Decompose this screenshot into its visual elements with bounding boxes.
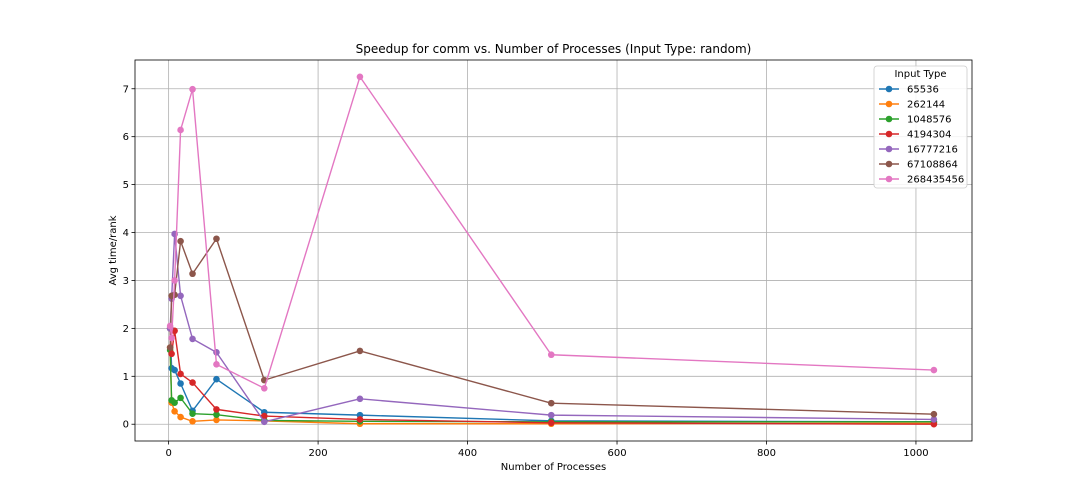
data-point: [213, 375, 220, 383]
legend-label: 1048576: [907, 115, 952, 126]
data-point: [166, 344, 174, 351]
legend-swatch-marker: [885, 160, 893, 168]
data-point: [930, 410, 938, 418]
y-tick-label: 3: [123, 276, 129, 287]
data-point: [547, 351, 555, 359]
legend-item: 268435456: [879, 175, 964, 186]
data-point: [171, 291, 178, 299]
data-point: [177, 413, 184, 421]
data-point: [189, 410, 196, 417]
x-tick-label: 200: [309, 448, 328, 459]
data-point: [168, 350, 175, 358]
data-point: [171, 366, 178, 374]
data-point: [189, 85, 196, 93]
legend-entries: 65536 262144 1048576 4194304 16777216 6710886…: [879, 85, 964, 186]
data-point: [177, 380, 184, 387]
data-point: [189, 418, 196, 425]
data-point: [189, 379, 196, 386]
y-ticks: 0 1 2 3 4 5 6 7: [123, 84, 135, 431]
x-tick-label: 400: [458, 448, 477, 459]
series-line: [169, 328, 934, 425]
y-tick-label: 7: [123, 84, 129, 95]
legend-swatch-marker: [885, 100, 893, 108]
legend-label: 16777216: [907, 145, 958, 156]
data-point: [177, 292, 184, 300]
data-point: [177, 370, 184, 378]
y-tick-label: 1: [123, 372, 129, 383]
series-line: [169, 76, 934, 389]
legend-item: 4194304: [879, 130, 952, 141]
legend-title: Input Type: [894, 69, 946, 80]
legend-label: 262144: [907, 100, 945, 111]
data-point: [171, 399, 178, 406]
series-line: [169, 233, 934, 423]
data-point: [171, 277, 178, 284]
data-point: [213, 235, 220, 243]
data-point: [547, 411, 555, 419]
data-point: [930, 366, 938, 374]
data-point: [930, 420, 938, 428]
data-point: [213, 349, 220, 356]
data-point: [213, 361, 220, 368]
y-tick-label: 4: [123, 228, 129, 239]
legend-swatch-marker: [885, 130, 893, 138]
data-point: [547, 419, 555, 427]
series-layer: [166, 73, 938, 428]
legend-swatch-marker: [885, 145, 893, 153]
legend-box: [873, 65, 968, 189]
data-point: [177, 237, 184, 245]
x-ticks: 0 200 400 600 800 1000: [165, 441, 929, 459]
data-point: [356, 395, 364, 403]
y-tick-label: 5: [123, 180, 129, 191]
data-point: [168, 334, 175, 342]
x-tick-label: 0: [165, 448, 171, 459]
legend-label: 67108864: [907, 160, 958, 171]
x-tick-label: 800: [757, 448, 776, 459]
data-point: [177, 394, 184, 402]
data-point: [930, 416, 938, 423]
data-point: [260, 418, 268, 426]
y-tick-label: 0: [123, 420, 129, 431]
x-tick-label: 1000: [903, 448, 928, 459]
legend-label: 4194304: [907, 130, 952, 141]
data-point: [356, 347, 364, 355]
data-point: [260, 412, 268, 420]
data-point: [166, 322, 174, 330]
data-point: [213, 406, 220, 413]
series-268435456: [166, 73, 938, 392]
y-tick-label: 6: [123, 132, 129, 143]
legend-item: 262144: [879, 100, 945, 111]
chart-title: Speedup for comm vs. Number of Processes…: [356, 42, 752, 56]
legend: Input Type 65536 262144 1048576 4194304 1677…: [873, 65, 968, 189]
legend-swatch-marker: [885, 175, 893, 183]
legend-swatch-marker: [885, 85, 893, 93]
y-axis-label: Avg time/rank: [108, 215, 119, 285]
data-point: [189, 335, 196, 343]
data-point: [260, 384, 268, 392]
data-point: [189, 270, 196, 278]
data-point: [547, 399, 555, 407]
legend-item: 1048576: [879, 115, 952, 126]
plot-frame: [134, 59, 973, 442]
legend-item: 16777216: [879, 145, 958, 156]
data-point: [171, 407, 178, 415]
data-point: [177, 126, 184, 134]
legend-item: 67108864: [879, 160, 958, 171]
legend-label: 268435456: [907, 175, 964, 186]
data-point: [356, 416, 364, 423]
data-point: [213, 416, 220, 424]
x-tick-label: 600: [607, 448, 626, 459]
series-line: [169, 347, 934, 425]
legend-swatch-marker: [885, 115, 893, 123]
data-point: [213, 411, 220, 418]
data-point: [356, 73, 364, 81]
legend-item: 65536: [879, 85, 939, 96]
legend-label: 65536: [907, 85, 939, 96]
y-tick-label: 2: [123, 324, 129, 335]
x-axis-label: Number of Processes: [501, 462, 606, 473]
